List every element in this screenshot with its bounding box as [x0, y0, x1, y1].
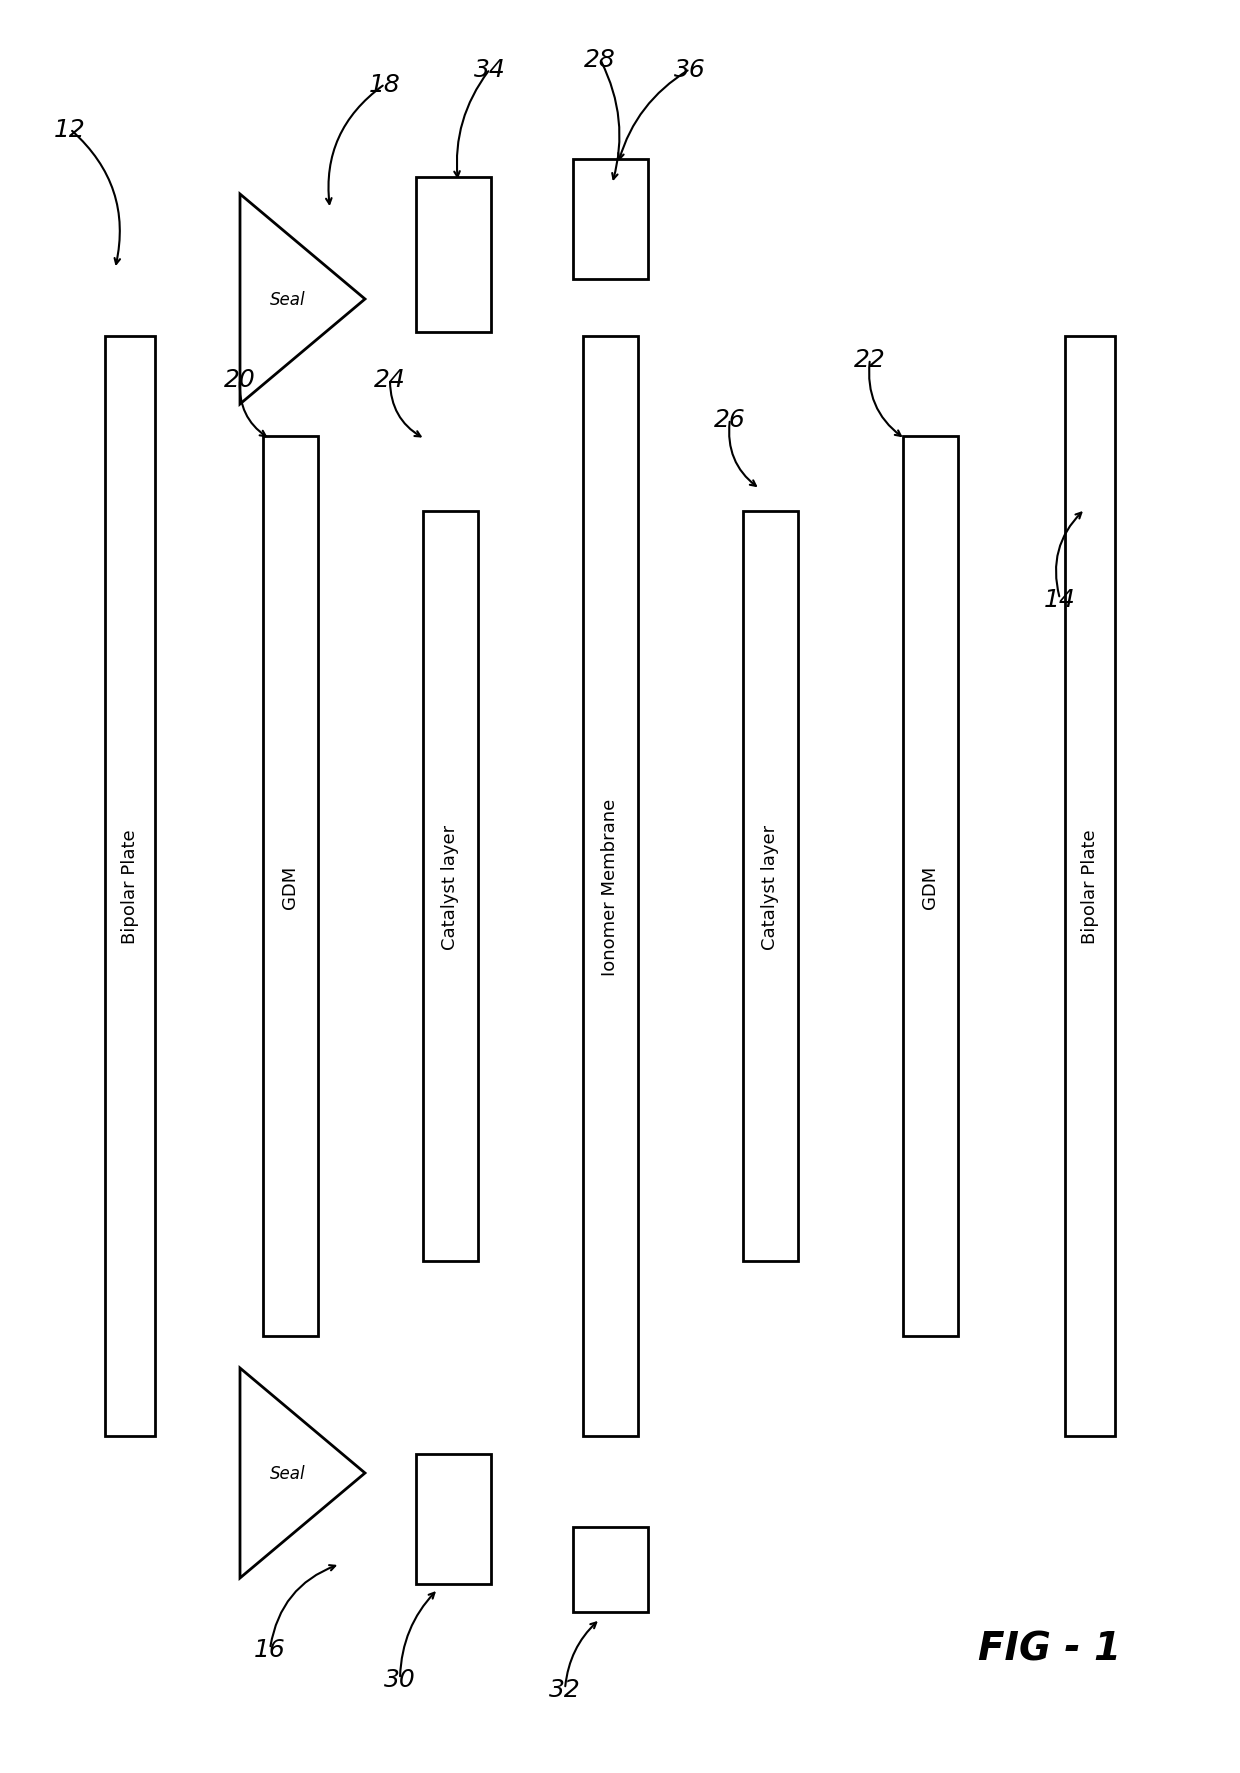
Bar [415, 1454, 491, 1583]
Text: 22: 22 [854, 348, 885, 372]
Text: 34: 34 [474, 59, 506, 82]
Text: 24: 24 [374, 367, 405, 392]
Text: 32: 32 [549, 1677, 580, 1700]
Text: Bipolar Plate: Bipolar Plate [122, 830, 139, 943]
Text: 36: 36 [675, 59, 706, 82]
Text: 26: 26 [714, 408, 746, 433]
Text: Bipolar Plate: Bipolar Plate [1081, 830, 1099, 943]
Polygon shape [241, 195, 365, 404]
Text: 30: 30 [384, 1667, 415, 1691]
Bar [415, 177, 491, 332]
Bar [743, 512, 797, 1261]
Polygon shape [241, 1369, 365, 1578]
Text: Catalyst layer: Catalyst layer [441, 824, 459, 949]
Text: Seal: Seal [269, 1464, 305, 1482]
Bar [903, 436, 957, 1337]
Bar [583, 337, 637, 1436]
Text: Catalyst layer: Catalyst layer [761, 824, 779, 949]
Bar [573, 1527, 647, 1612]
Text: 14: 14 [1044, 587, 1076, 612]
Text: FIG - 1: FIG - 1 [978, 1629, 1121, 1668]
Text: GDM: GDM [281, 865, 299, 908]
Text: 16: 16 [254, 1636, 286, 1661]
Bar [105, 337, 155, 1436]
Text: 12: 12 [55, 119, 86, 142]
Bar [1065, 337, 1115, 1436]
Text: 20: 20 [224, 367, 255, 392]
Text: 18: 18 [370, 73, 401, 98]
Text: Ionomer Membrane: Ionomer Membrane [601, 798, 619, 975]
Text: GDM: GDM [921, 865, 939, 908]
Bar [263, 436, 317, 1337]
Bar [573, 160, 647, 280]
Text: 28: 28 [584, 48, 616, 73]
Text: Seal: Seal [269, 291, 305, 309]
Bar [423, 512, 477, 1261]
